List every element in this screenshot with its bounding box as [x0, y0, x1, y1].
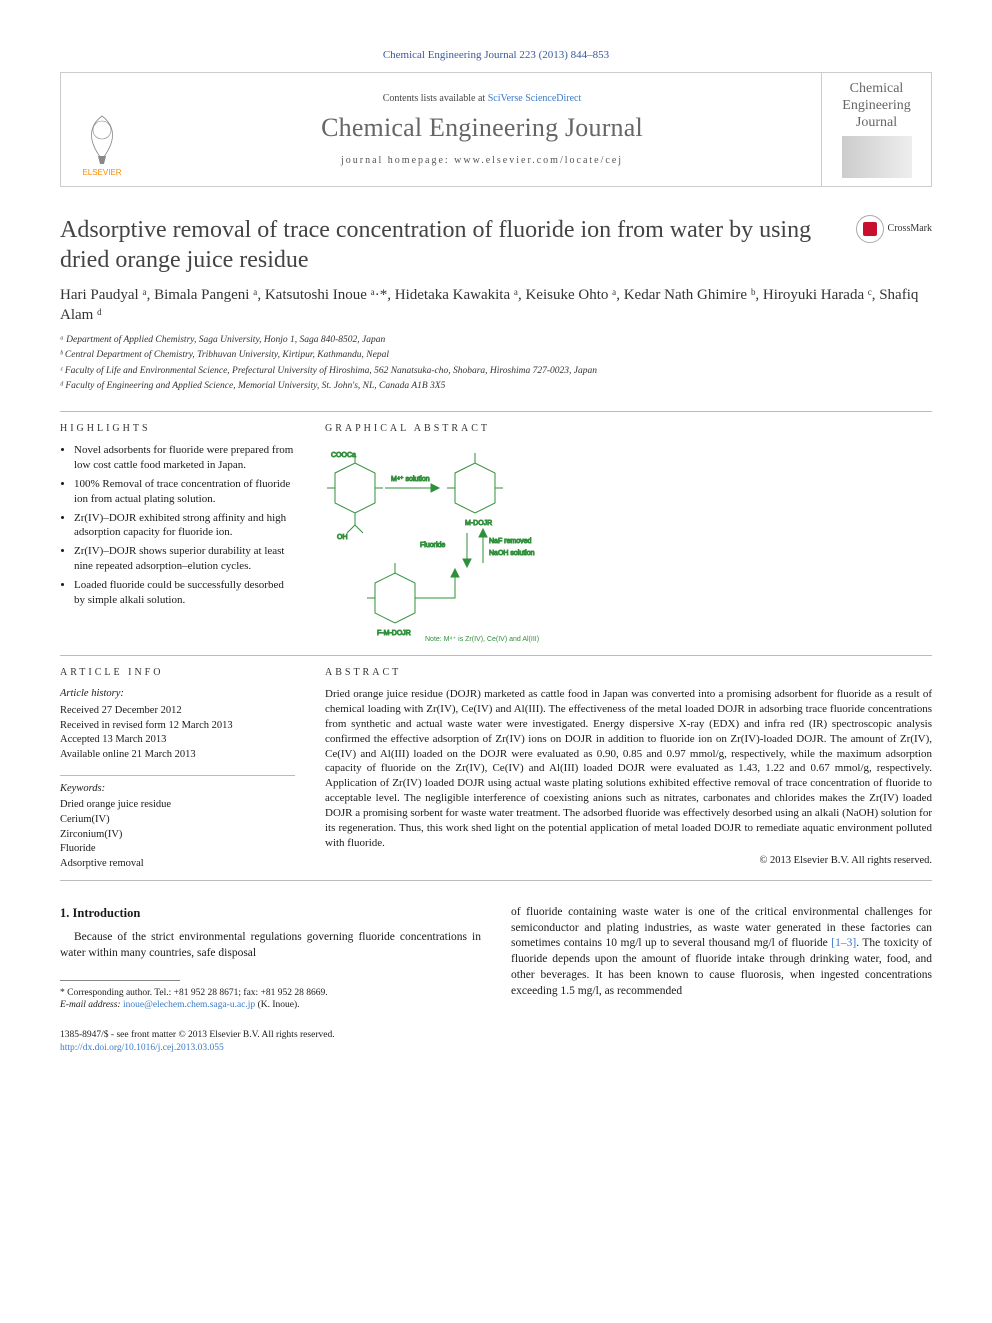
divider-info	[60, 775, 295, 776]
ga-label-fluoride: Fluoride	[420, 542, 445, 549]
ga-label-cooca: COOCa	[331, 452, 356, 459]
crossmark-icon	[856, 215, 884, 243]
affiliations: ᵃ Department of Applied Chemistry, Saga …	[60, 333, 932, 393]
corresponding-email-link[interactable]: inoue@elechem.chem.saga-u.ac.jp	[123, 1000, 255, 1010]
author-list: Hari Paudyal ᵃ, Bimala Pangeni ᵃ, Katsut…	[60, 285, 932, 326]
keyword-item: Cerium(IV)	[60, 813, 295, 828]
affiliation-a: ᵃ Department of Applied Chemistry, Saga …	[60, 333, 932, 347]
elsevier-logo-text: ELSEVIER	[82, 168, 121, 177]
highlight-item: Loaded fluoride could be successfully de…	[74, 578, 295, 608]
keyword-item: Fluoride	[60, 842, 295, 857]
article-title: Adsorptive removal of trace concentratio…	[60, 215, 842, 275]
cover-thumbnail	[842, 136, 912, 178]
graphical-abstract-figure: COOCa OH M⁴⁺ solution M-DOJR Fluoride	[325, 443, 605, 643]
elsevier-tree-logo: ELSEVIER	[72, 108, 132, 178]
body-column-right: of fluoride containing waste water is on…	[511, 905, 932, 1012]
crossmark-label: CrossMark	[888, 222, 932, 235]
email-label: E-mail address:	[60, 1000, 123, 1010]
graphical-abstract-label: GRAPHICAL ABSTRACT	[325, 422, 932, 435]
keywords-heading: Keywords:	[60, 782, 295, 797]
journal-cover-cell: Chemical Engineering Journal	[821, 73, 931, 185]
highlights-list: Novel adsorbents for fluoride were prepa…	[60, 443, 295, 607]
journal-header-box: ELSEVIER Contents lists available at Sci…	[60, 72, 932, 186]
body-column-left: 1. Introduction Because of the strict en…	[60, 905, 481, 1012]
issn-line: 1385-8947/$ - see front matter © 2013 El…	[60, 1029, 932, 1041]
intro-para-1: Because of the strict environmental regu…	[60, 930, 481, 962]
divider-mid	[60, 655, 932, 656]
article-info-label: ARTICLE INFO	[60, 666, 295, 679]
keyword-item: Adsorptive removal	[60, 857, 295, 872]
abstract-label: ABSTRACT	[325, 666, 932, 679]
highlight-item: 100% Removal of trace concentration of f…	[74, 477, 295, 507]
history-accepted: Accepted 13 March 2013	[60, 733, 295, 748]
crossmark-badge[interactable]: CrossMark	[856, 215, 932, 243]
highlight-item: Zr(IV)–DOJR exhibited strong affinity an…	[74, 511, 295, 541]
history-revised: Received in revised form 12 March 2013	[60, 719, 295, 734]
section-heading-intro: 1. Introduction	[60, 905, 481, 922]
footnote-separator	[60, 980, 180, 981]
keyword-item: Dried orange juice residue	[60, 798, 295, 813]
footnotes: * Corresponding author. Tel.: +81 952 28…	[60, 987, 481, 1012]
history-online: Available online 21 March 2013	[60, 748, 295, 763]
homepage-prefix: journal homepage:	[341, 155, 454, 166]
email-suffix: (K. Inoue).	[255, 1000, 299, 1010]
journal-header-mid: Contents lists available at SciVerse Sci…	[143, 73, 821, 185]
doi-prefix: http://dx.doi.org/	[60, 1043, 124, 1053]
citation-line: Chemical Engineering Journal 223 (2013) …	[60, 48, 932, 62]
ga-label-m-dojr: M-DOJR	[465, 520, 492, 527]
keywords-block: Keywords: Dried orange juice residue Cer…	[60, 782, 295, 872]
contents-line: Contents lists available at SciVerse Sci…	[151, 92, 813, 105]
ga-label-fm-dojr: F-M-DOJR	[377, 630, 411, 637]
highlight-item: Zr(IV)–DOJR shows superior durability at…	[74, 544, 295, 574]
ref-link-1-3[interactable]: [1–3]	[831, 937, 856, 949]
ga-label-naoh: NaOH solution	[489, 550, 535, 557]
divider-bottom	[60, 880, 932, 881]
homepage-url[interactable]: www.elsevier.com/locate/cej	[454, 155, 623, 166]
publisher-logo-cell: ELSEVIER	[61, 73, 143, 185]
history-heading: Article history:	[60, 687, 295, 702]
graphical-abstract-note: Note: M⁴⁺ is Zr(IV), Ce(IV) and Al(III)	[425, 636, 539, 643]
keyword-item: Zirconium(IV)	[60, 828, 295, 843]
ga-label-naf: NaF removed	[489, 538, 532, 545]
journal-homepage-line: journal homepage: www.elsevier.com/locat…	[151, 154, 813, 167]
sciencedirect-link[interactable]: SciVerse ScienceDirect	[488, 93, 582, 104]
journal-name: Chemical Engineering Journal	[151, 111, 813, 145]
highlight-item: Novel adsorbents for fluoride were prepa…	[74, 443, 295, 473]
ga-label-m-solution: M⁴⁺ solution	[391, 476, 430, 483]
copyright-line: © 2013 Elsevier B.V. All rights reserved…	[325, 854, 932, 868]
highlights-label: HIGHLIGHTS	[60, 422, 295, 435]
contents-prefix: Contents lists available at	[383, 93, 488, 104]
page-footer: 1385-8947/$ - see front matter © 2013 El…	[60, 1029, 932, 1054]
corresponding-author-note: * Corresponding author. Tel.: +81 952 28…	[60, 987, 481, 999]
affiliation-b: ᵇ Central Department of Chemistry, Tribh…	[60, 348, 932, 362]
article-history: Article history: Received 27 December 20…	[60, 687, 295, 762]
doi-link[interactable]: http://dx.doi.org/10.1016/j.cej.2013.03.…	[60, 1043, 224, 1053]
abstract-text: Dried orange juice residue (DOJR) market…	[325, 687, 932, 850]
affiliation-c: ᶜ Faculty of Life and Environmental Scie…	[60, 364, 932, 378]
ga-label-oh: OH	[337, 534, 348, 541]
divider-top	[60, 411, 932, 412]
cover-journal-title: Chemical Engineering Journal	[828, 81, 925, 131]
doi-value: 10.1016/j.cej.2013.03.055	[124, 1043, 223, 1053]
affiliation-d: ᵈ Faculty of Engineering and Applied Sci…	[60, 379, 932, 393]
history-received: Received 27 December 2012	[60, 704, 295, 719]
